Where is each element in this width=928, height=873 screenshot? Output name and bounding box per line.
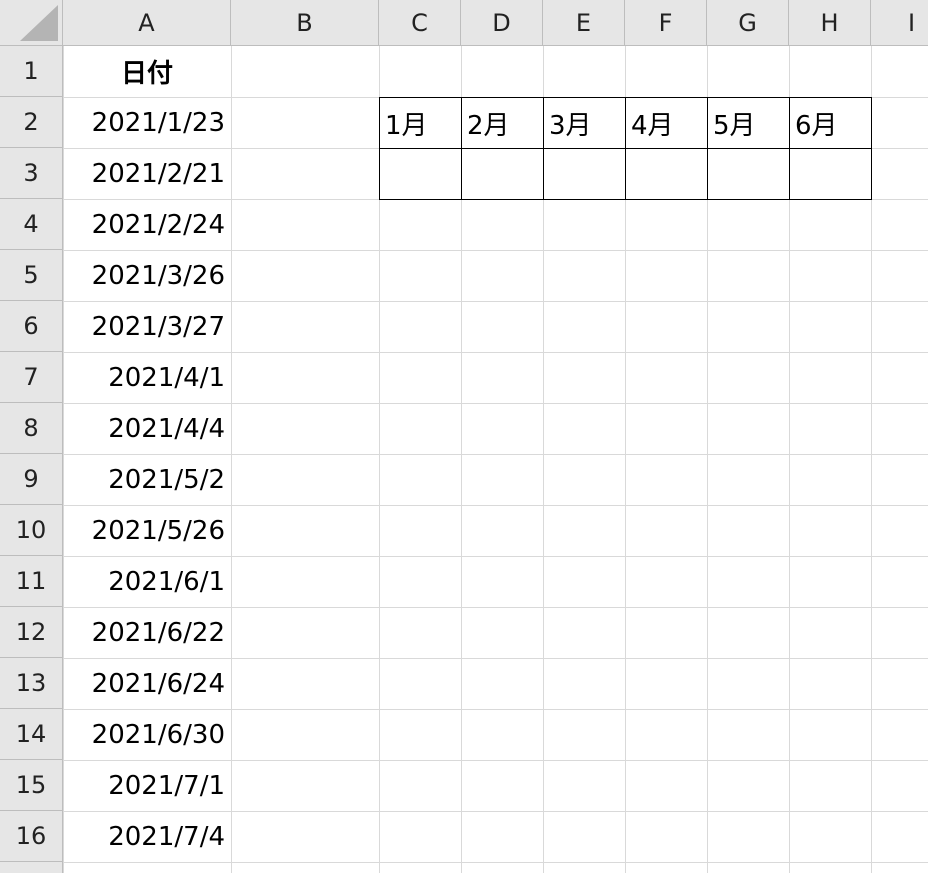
date-cell[interactable]: 2021/6/30 [91, 719, 225, 750]
grid-line [789, 46, 790, 873]
month-cell[interactable]: 1月 [379, 97, 462, 149]
row-header[interactable]: 2 [0, 97, 63, 148]
grid-line [63, 556, 928, 557]
empty-cell[interactable] [543, 148, 626, 200]
month-cell[interactable]: 3月 [543, 97, 626, 149]
grid-line [63, 454, 928, 455]
grid-line [63, 301, 928, 302]
grid-line [461, 46, 462, 873]
month-cell[interactable]: 4月 [625, 97, 708, 149]
empty-cell[interactable] [379, 148, 462, 200]
date-cell[interactable]: 2021/2/24 [91, 209, 225, 240]
column-header[interactable]: I [871, 0, 928, 46]
grid-line [63, 862, 928, 863]
row-header[interactable]: 11 [0, 556, 63, 607]
date-cell[interactable]: 2021/5/26 [91, 515, 225, 546]
row-header[interactable]: 16 [0, 811, 63, 862]
grid-line [63, 505, 928, 506]
column-header[interactable]: D [461, 0, 543, 46]
grid-line [871, 46, 872, 873]
row-header[interactable]: 14 [0, 709, 63, 760]
date-cell[interactable]: 2021/6/22 [91, 617, 225, 648]
grid-line [63, 403, 928, 404]
column-header[interactable]: E [543, 0, 625, 46]
month-cell[interactable]: 2月 [461, 97, 544, 149]
column-header[interactable]: B [231, 0, 379, 46]
grid-line [231, 46, 232, 873]
month-cell[interactable]: 5月 [707, 97, 790, 149]
month-cell[interactable]: 6月 [789, 97, 872, 149]
grid-line [63, 658, 928, 659]
date-cell[interactable]: 2021/3/27 [91, 311, 225, 342]
row-header[interactable]: 6 [0, 301, 63, 352]
column-header[interactable]: A [63, 0, 231, 46]
column-header[interactable]: H [789, 0, 871, 46]
grid-line [63, 760, 928, 761]
row-header[interactable]: 5 [0, 250, 63, 301]
column-header[interactable]: C [379, 0, 461, 46]
date-cell[interactable]: 2021/6/24 [91, 668, 225, 699]
row-header[interactable]: 8 [0, 403, 63, 454]
grid-line [379, 46, 380, 873]
grid-line [63, 709, 928, 710]
grid-line [63, 607, 928, 608]
row-header[interactable]: 1 [0, 46, 63, 97]
row-header[interactable]: 3 [0, 148, 63, 199]
date-cell[interactable]: 2021/7/4 [108, 821, 225, 852]
date-cell[interactable]: 2021/4/1 [108, 362, 225, 393]
date-cell[interactable]: 2021/5/2 [108, 464, 225, 495]
grid-line [63, 46, 64, 873]
row-header[interactable]: 12 [0, 607, 63, 658]
corner-triangle [20, 5, 58, 41]
column-header[interactable]: G [707, 0, 789, 46]
row-header[interactable]: 13 [0, 658, 63, 709]
grid-line [63, 811, 928, 812]
date-cell[interactable]: 2021/6/1 [108, 566, 225, 597]
cell-header[interactable]: 日付 [120, 59, 173, 89]
row-header[interactable]: 9 [0, 454, 63, 505]
empty-cell[interactable] [789, 148, 872, 200]
date-cell[interactable]: 2021/4/4 [108, 413, 225, 444]
row-header[interactable]: 4 [0, 199, 63, 250]
date-cell[interactable]: 2021/3/26 [91, 260, 225, 291]
grid-line [63, 352, 928, 353]
grid-line [63, 250, 928, 251]
row-header[interactable]: 10 [0, 505, 63, 556]
row-header[interactable]: 7 [0, 352, 63, 403]
grid-line [543, 46, 544, 873]
date-cell[interactable]: 2021/1/23 [91, 107, 225, 138]
select-all[interactable] [0, 0, 63, 46]
grid-line [625, 46, 626, 873]
empty-cell[interactable] [461, 148, 544, 200]
row-header[interactable]: 15 [0, 760, 63, 811]
row-header[interactable] [0, 862, 63, 873]
date-cell[interactable]: 2021/2/21 [91, 158, 225, 189]
empty-cell[interactable] [625, 148, 708, 200]
grid-line [707, 46, 708, 873]
date-cell[interactable]: 2021/7/1 [108, 770, 225, 801]
empty-cell[interactable] [707, 148, 790, 200]
column-header[interactable]: F [625, 0, 707, 46]
